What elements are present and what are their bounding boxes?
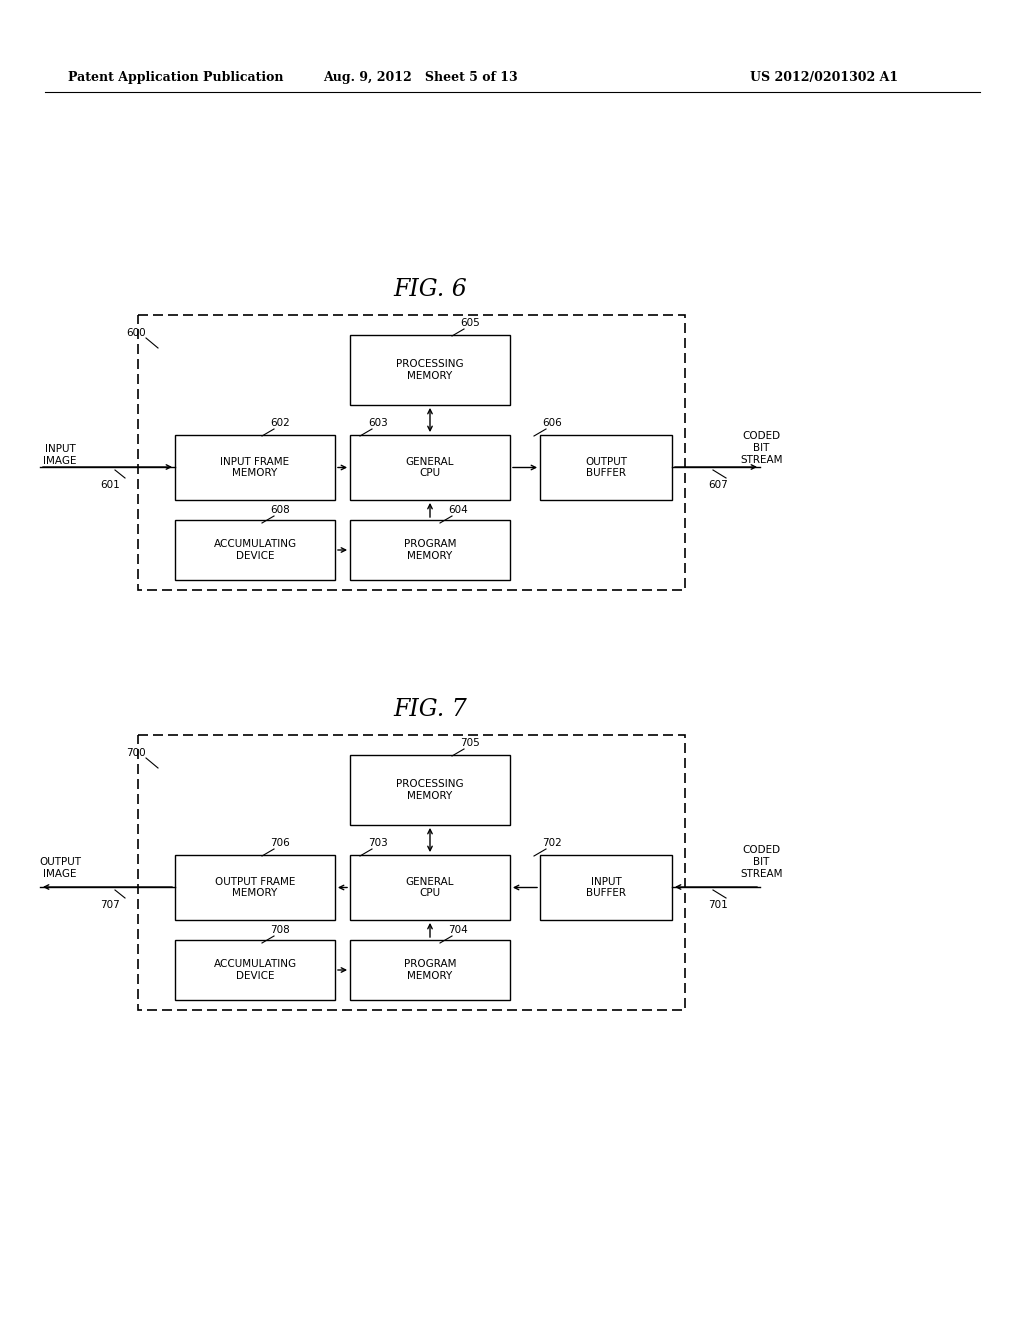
- Text: 704: 704: [449, 925, 468, 935]
- Text: 607: 607: [709, 480, 728, 490]
- Text: OUTPUT FRAME
MEMORY: OUTPUT FRAME MEMORY: [215, 876, 295, 899]
- Bar: [350, 755, 510, 825]
- Bar: [350, 436, 510, 500]
- Text: 608: 608: [270, 506, 290, 515]
- Text: 700: 700: [126, 748, 146, 758]
- Bar: [350, 940, 510, 1001]
- Text: 602: 602: [270, 418, 290, 428]
- Text: 604: 604: [449, 506, 468, 515]
- Text: CODED
BIT
STREAM: CODED BIT STREAM: [740, 845, 782, 879]
- Bar: [350, 855, 510, 920]
- Text: FIG. 6: FIG. 6: [393, 279, 467, 301]
- Bar: [175, 855, 335, 920]
- Bar: [540, 855, 672, 920]
- Text: 706: 706: [270, 838, 290, 847]
- Text: 702: 702: [542, 838, 562, 847]
- Text: 708: 708: [270, 925, 290, 935]
- Text: 705: 705: [460, 738, 480, 748]
- Text: 601: 601: [100, 480, 120, 490]
- Text: INPUT
BUFFER: INPUT BUFFER: [586, 876, 626, 899]
- Text: PROGRAM
MEMORY: PROGRAM MEMORY: [403, 539, 457, 561]
- Text: GENERAL
CPU: GENERAL CPU: [406, 876, 455, 899]
- Text: GENERAL
CPU: GENERAL CPU: [406, 457, 455, 478]
- Bar: [138, 315, 685, 590]
- Text: 600: 600: [126, 327, 146, 338]
- Text: OUTPUT
BUFFER: OUTPUT BUFFER: [585, 457, 627, 478]
- Text: 605: 605: [460, 318, 480, 327]
- Text: US 2012/0201302 A1: US 2012/0201302 A1: [750, 71, 898, 84]
- Bar: [540, 436, 672, 500]
- Text: 606: 606: [542, 418, 562, 428]
- Bar: [350, 335, 510, 405]
- Text: FIG. 7: FIG. 7: [393, 698, 467, 722]
- Text: Aug. 9, 2012   Sheet 5 of 13: Aug. 9, 2012 Sheet 5 of 13: [323, 71, 517, 84]
- Text: INPUT FRAME
MEMORY: INPUT FRAME MEMORY: [220, 457, 290, 478]
- Text: 701: 701: [709, 900, 728, 909]
- Text: ACCUMULATING
DEVICE: ACCUMULATING DEVICE: [213, 960, 297, 981]
- Bar: [175, 520, 335, 579]
- Text: PROGRAM
MEMORY: PROGRAM MEMORY: [403, 960, 457, 981]
- Bar: [175, 436, 335, 500]
- Bar: [175, 940, 335, 1001]
- Bar: [138, 735, 685, 1010]
- Text: PROCESSING
MEMORY: PROCESSING MEMORY: [396, 779, 464, 801]
- Text: INPUT
IMAGE: INPUT IMAGE: [43, 445, 77, 466]
- Text: 603: 603: [368, 418, 388, 428]
- Text: PROCESSING
MEMORY: PROCESSING MEMORY: [396, 359, 464, 380]
- Text: OUTPUT
IMAGE: OUTPUT IMAGE: [39, 857, 81, 879]
- Text: 707: 707: [100, 900, 120, 909]
- Bar: [350, 520, 510, 579]
- Text: 703: 703: [368, 838, 388, 847]
- Text: ACCUMULATING
DEVICE: ACCUMULATING DEVICE: [213, 539, 297, 561]
- Text: Patent Application Publication: Patent Application Publication: [68, 71, 284, 84]
- Text: CODED
BIT
STREAM: CODED BIT STREAM: [740, 432, 782, 465]
